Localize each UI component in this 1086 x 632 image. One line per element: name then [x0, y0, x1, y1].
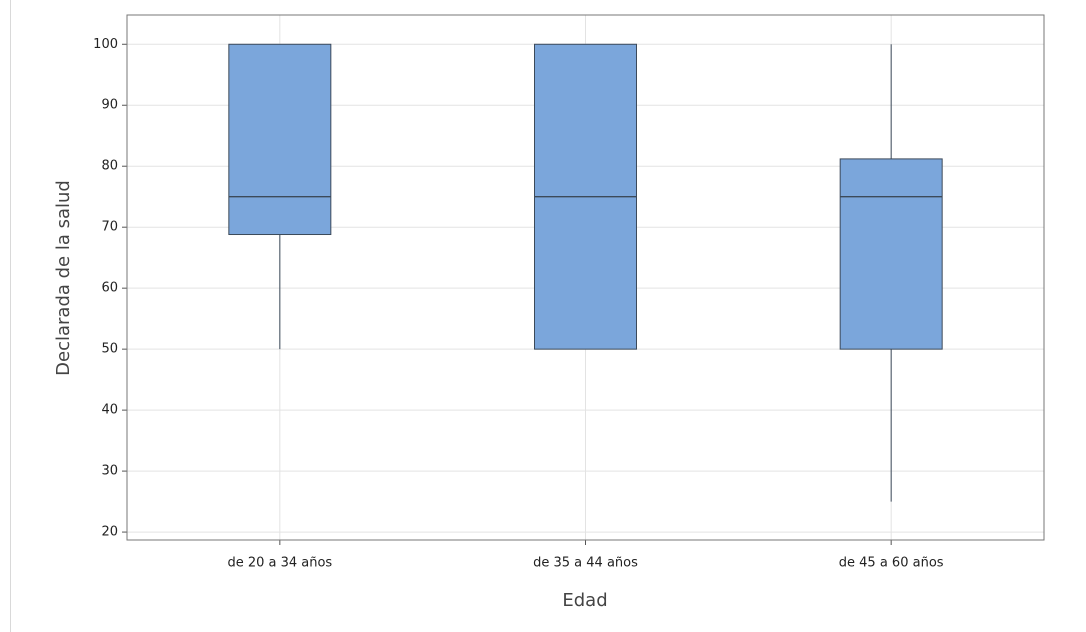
box — [228, 43, 332, 236]
x-tick-label: de 35 a 44 años — [533, 556, 638, 571]
y-tick-label: 90 — [101, 98, 118, 113]
plot-frame — [126, 14, 1045, 541]
y-axis-title: Declarada de la salud — [53, 180, 74, 376]
y-tick-label: 60 — [101, 281, 118, 296]
x-axis-title: Edad — [562, 590, 607, 611]
y-tick-label: 100 — [93, 37, 118, 52]
y-tick-label: 50 — [101, 342, 118, 357]
y-tick-label: 80 — [101, 159, 118, 174]
y-tick-label: 40 — [101, 403, 118, 418]
y-tick-label: 70 — [101, 220, 118, 235]
box — [839, 158, 943, 350]
x-tick-label: de 45 a 60 años — [839, 556, 944, 571]
y-tick-label: 30 — [101, 464, 118, 479]
x-tick-label: de 20 a 34 años — [227, 556, 332, 571]
y-tick-label: 20 — [101, 525, 118, 540]
